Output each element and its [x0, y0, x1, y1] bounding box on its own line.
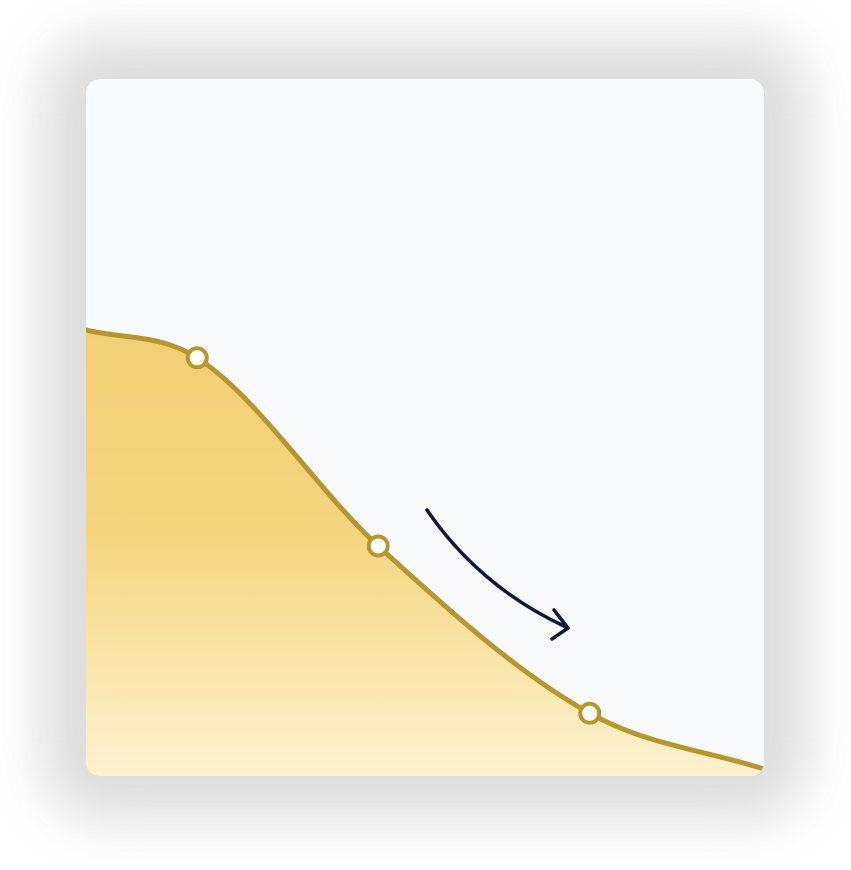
data-point-marker-3 [578, 701, 602, 725]
curved-arrow-icon [425, 508, 570, 641]
data-point-marker-2 [366, 534, 390, 558]
chart-plot [86, 327, 764, 776]
chart-card [86, 79, 764, 776]
area-fill [86, 329, 764, 776]
data-markers [185, 346, 602, 725]
data-point-marker-1 [185, 346, 209, 370]
